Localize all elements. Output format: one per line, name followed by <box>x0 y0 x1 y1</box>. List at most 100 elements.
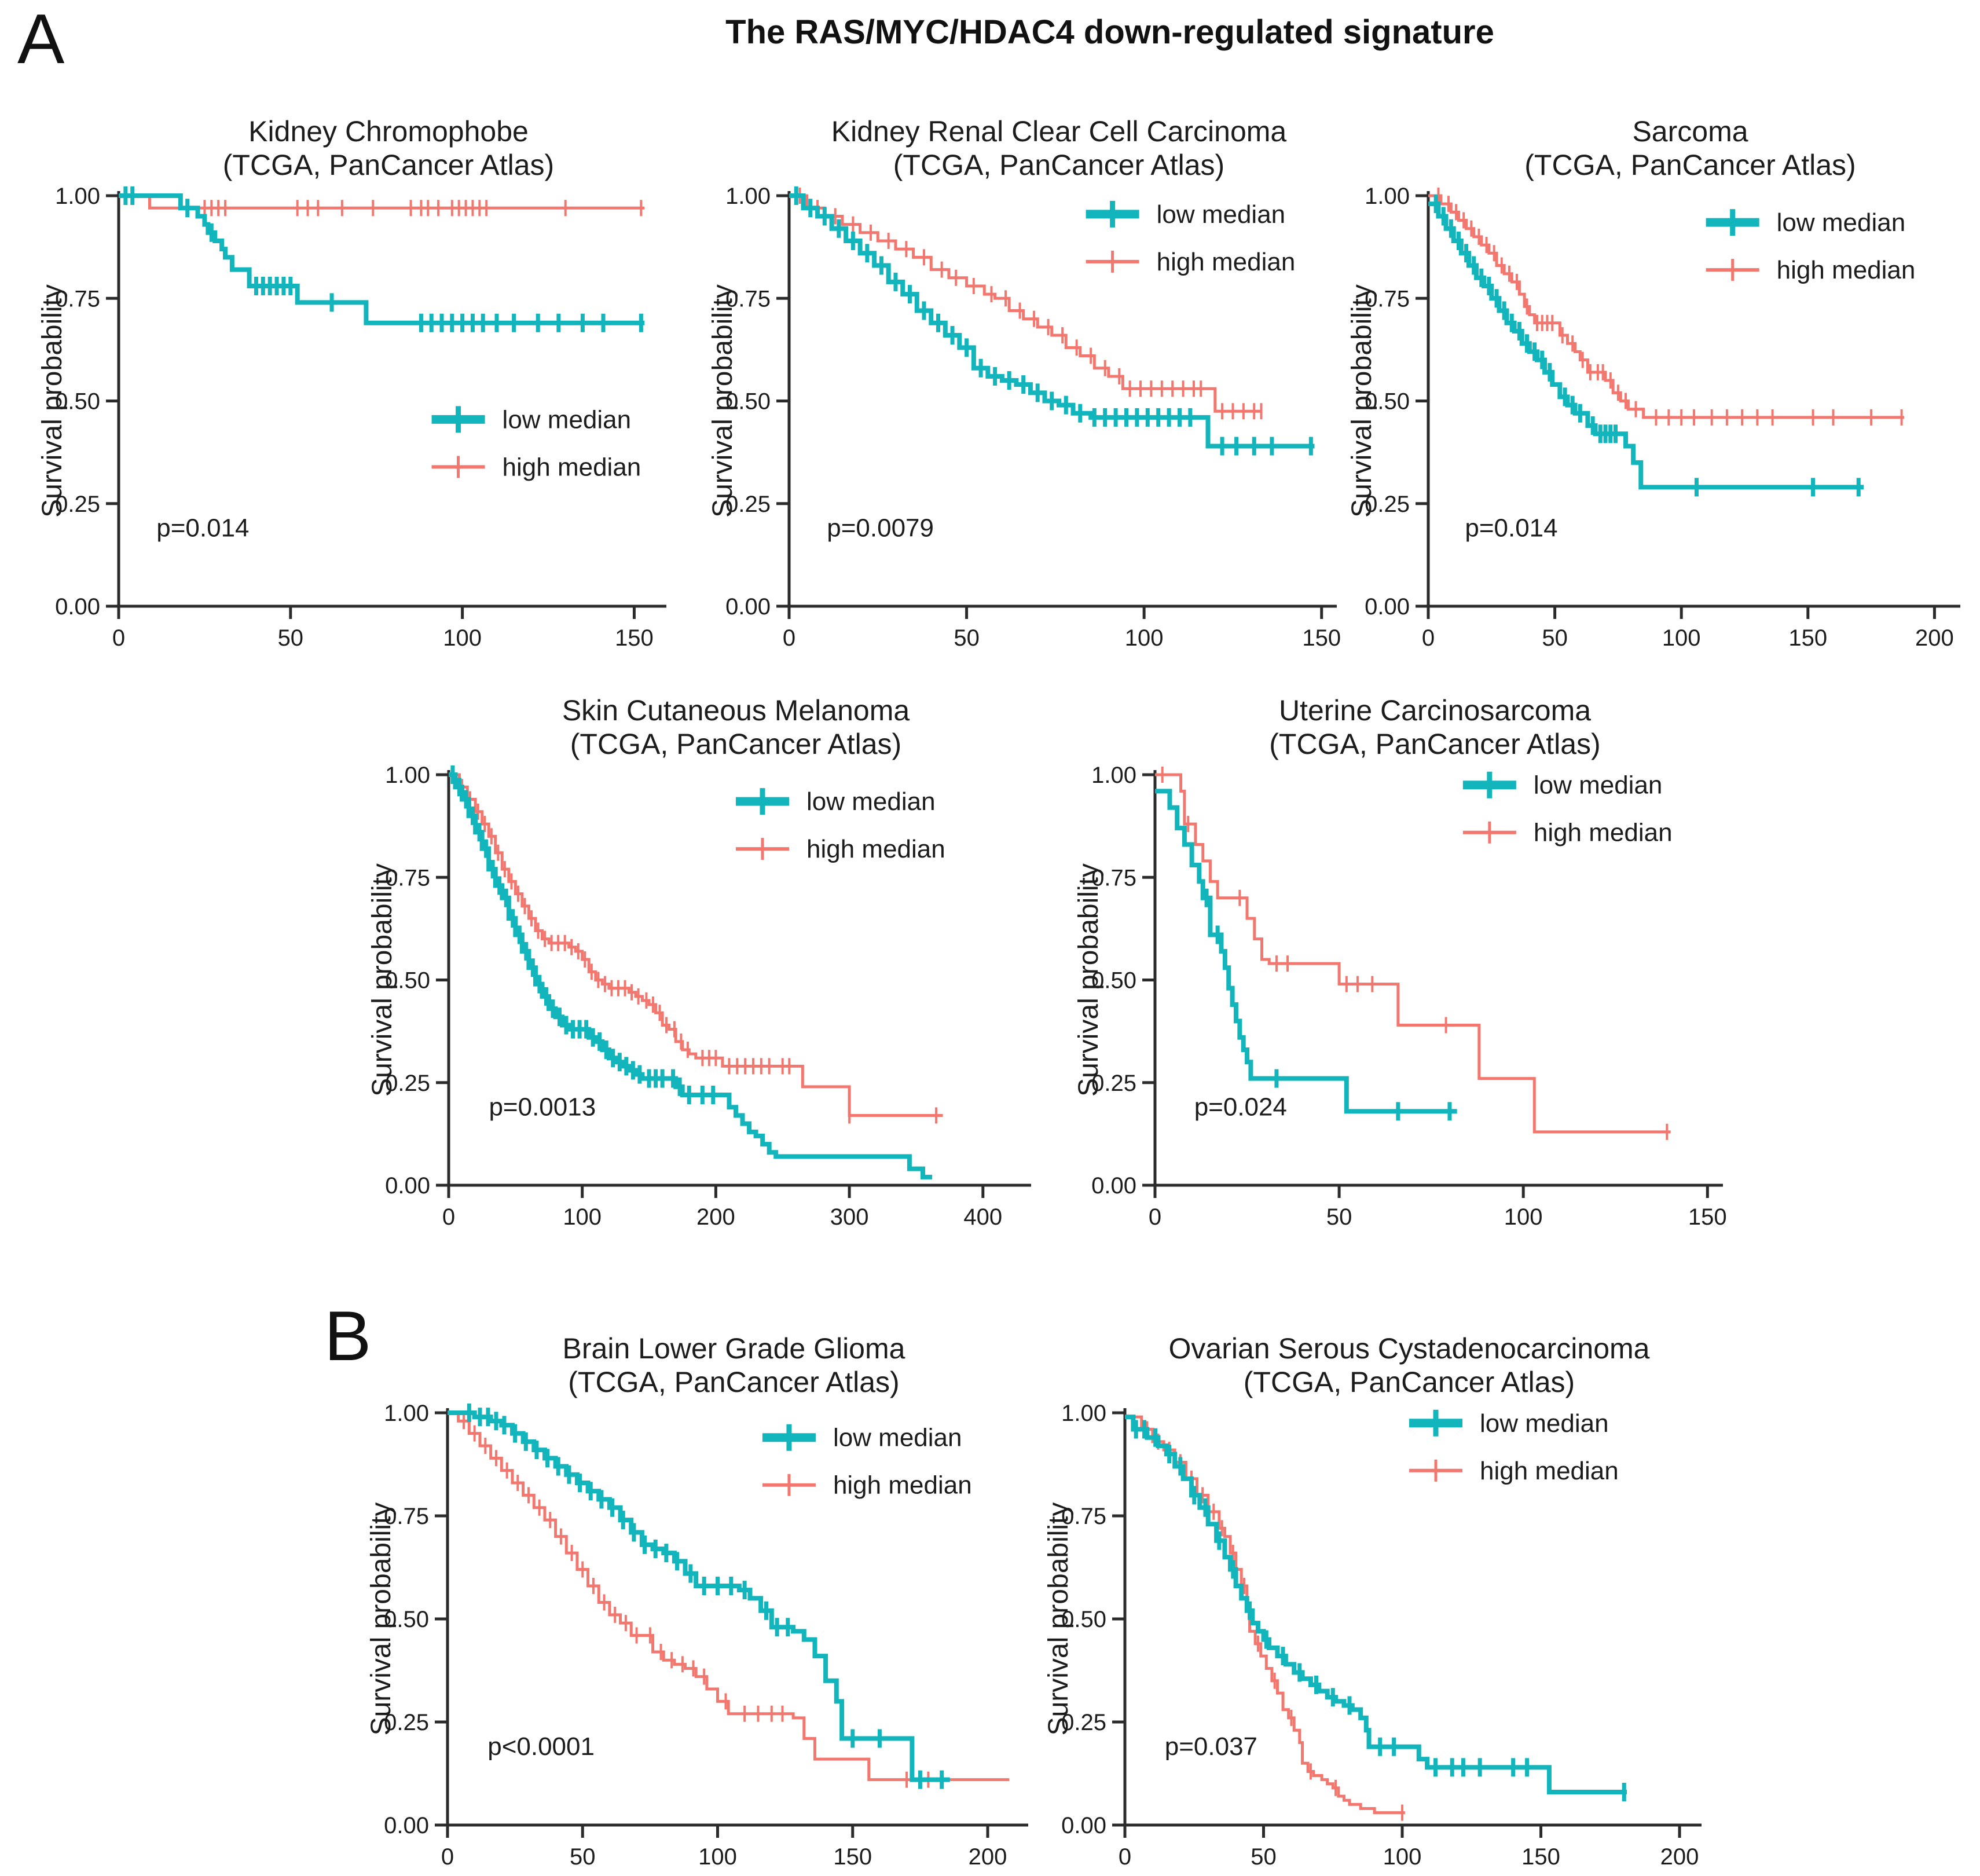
x-tick-label: 50 <box>1326 1204 1352 1230</box>
km-plot-lgg: Brain Lower Grade Glioma(TCGA, PanCancer… <box>366 1332 1028 1870</box>
p-value-label: p<0.0001 <box>487 1732 595 1761</box>
y-tick-label: 0.00 <box>55 594 100 620</box>
x-tick-label: 50 <box>570 1844 596 1870</box>
y-tick-label: 0.75 <box>1091 865 1136 891</box>
section-label-a: A <box>17 0 65 78</box>
km-panel-sarcoma: Sarcoma (TCGA, PanCancer Atlas) Survival p… <box>1344 110 1968 657</box>
legend-label-high: high median <box>1480 1457 1619 1485</box>
km-panel-brain-lower-grade-glioma: Brain Lower Grade Glioma (TCGA, PanCancer… <box>364 1327 1036 1876</box>
y-axis-label: Survival probability <box>1043 1503 1074 1736</box>
survival-curve-low-median <box>1428 201 1864 490</box>
p-value-label: p=0.037 <box>1165 1732 1257 1761</box>
y-axis-label: Survival probability <box>366 1503 397 1736</box>
legend-label-high: high median <box>1157 248 1296 276</box>
legend-label-low: low median <box>1534 771 1663 800</box>
y-tick-label: 0.25 <box>1061 1710 1106 1735</box>
x-tick-label: 200 <box>1660 1844 1699 1870</box>
p-value-label: p=0.014 <box>156 514 249 542</box>
panel-subtitle: (TCGA, PanCancer Atlas) <box>893 149 1224 181</box>
x-tick-label: 0 <box>1119 1844 1131 1870</box>
legend-label-low: low median <box>503 405 632 434</box>
y-tick-label: 1.00 <box>1061 1401 1106 1426</box>
y-axis-label: Survival probability <box>707 284 738 518</box>
panel-subtitle: (TCGA, PanCancer Atlas) <box>570 728 901 760</box>
survival-curve-low-median <box>449 772 933 1179</box>
km-plot-ucs: Uterine Carcinosarcoma(TCGA, PanCancer A… <box>1073 694 1727 1230</box>
p-value-label: p=0.0013 <box>489 1093 596 1121</box>
x-tick-label: 400 <box>963 1204 1002 1230</box>
panel-subtitle: (TCGA, PanCancer Atlas) <box>1244 1366 1575 1398</box>
y-tick-label: 0.75 <box>385 865 430 891</box>
km-panel-kidney-chromophobe: Kidney Chromophobe (TCGA, PanCancer Atlas… <box>35 110 674 657</box>
x-tick-label: 0 <box>783 625 795 651</box>
y-tick-label: 0.50 <box>55 389 100 415</box>
y-axis-label: Survival probability <box>367 863 398 1097</box>
km-plot-sarc: Sarcoma(TCGA, PanCancer Atlas) Survival p… <box>1347 115 1960 651</box>
y-tick-label: 0.00 <box>385 1173 430 1199</box>
survival-curve-low-median <box>448 1410 950 1782</box>
panel-subtitle: (TCGA, PanCancer Atlas) <box>1524 149 1856 181</box>
x-tick-label: 50 <box>1251 1844 1277 1870</box>
panel-title: Kidney Renal Clear Cell Carcinoma <box>831 115 1287 148</box>
y-tick-label: 0.75 <box>725 286 771 312</box>
panel-subtitle: (TCGA, PanCancer Atlas) <box>1269 728 1600 760</box>
y-tick-label: 0.75 <box>384 1504 429 1529</box>
x-tick-label: 50 <box>278 625 304 651</box>
y-tick-label: 0.00 <box>384 1813 429 1838</box>
y-tick-label: 0.00 <box>1091 1173 1136 1199</box>
x-tick-label: 100 <box>443 625 482 651</box>
y-tick-label: 0.25 <box>55 492 100 517</box>
survival-curve-high-median <box>1125 1415 1405 1815</box>
y-tick-label: 0.50 <box>385 968 430 994</box>
y-tick-label: 0.25 <box>385 1071 430 1096</box>
x-tick-label: 0 <box>1422 625 1435 651</box>
panel-title: Skin Cutaneous Melanoma <box>562 694 910 727</box>
y-tick-label: 0.50 <box>1061 1607 1106 1632</box>
y-axis-label: Survival probability <box>1347 284 1377 518</box>
x-tick-label: 200 <box>1915 625 1954 651</box>
x-tick-label: 100 <box>563 1204 602 1230</box>
y-tick-label: 0.25 <box>384 1710 429 1735</box>
legend-label-low: low median <box>833 1424 962 1452</box>
p-value-label: p=0.024 <box>1194 1093 1287 1121</box>
km-panel-ovarian-serous-cystadenocarcinoma: Ovarian Serous Cystadenocarcinoma (TCGA, … <box>1041 1327 1710 1876</box>
y-tick-label: 1.00 <box>384 1401 429 1426</box>
legend-label-low: low median <box>1777 208 1906 237</box>
x-tick-label: 150 <box>1302 625 1341 651</box>
panel-title: Ovarian Serous Cystadenocarcinoma <box>1169 1332 1650 1365</box>
x-tick-label: 0 <box>1149 1204 1161 1230</box>
y-tick-label: 0.50 <box>384 1607 429 1632</box>
y-tick-label: 0.00 <box>725 594 771 620</box>
survival-curve-low-median <box>119 193 645 325</box>
y-tick-label: 0.50 <box>1365 389 1410 415</box>
legend-label-low: low median <box>1480 1409 1609 1438</box>
x-tick-label: 0 <box>112 625 125 651</box>
km-panel-uterine-carcinosarcoma: Uterine Carcinosarcoma (TCGA, PanCancer A… <box>1071 689 1731 1236</box>
y-tick-label: 0.25 <box>725 492 771 517</box>
km-plot-ov: Ovarian Serous Cystadenocarcinoma(TCGA, … <box>1043 1332 1702 1870</box>
x-tick-label: 100 <box>698 1844 737 1870</box>
x-tick-label: 100 <box>1662 625 1701 651</box>
km-panel-skin-cutaneous-melanoma: Skin Cutaneous Melanoma (TCGA, PanCancer … <box>365 689 1039 1236</box>
x-tick-label: 150 <box>1521 1844 1560 1870</box>
x-tick-label: 150 <box>615 625 654 651</box>
legend-label-high: high median <box>1777 256 1916 284</box>
y-axis-label: Survival probability <box>1073 863 1104 1097</box>
x-tick-label: 150 <box>1688 1204 1727 1230</box>
y-tick-label: 0.75 <box>1061 1504 1106 1529</box>
x-tick-label: 100 <box>1125 625 1164 651</box>
x-tick-label: 0 <box>442 1204 455 1230</box>
km-plot-kich: Kidney Chromophobe(TCGA, PanCancer Atlas… <box>37 115 666 651</box>
y-tick-label: 0.25 <box>1365 492 1410 517</box>
x-tick-label: 50 <box>1542 625 1568 651</box>
legend-label-high: high median <box>1534 819 1673 847</box>
figure-title: The RAS/MYC/HDAC4 down-regulated signatu… <box>725 13 1494 51</box>
y-tick-label: 1.00 <box>1091 763 1136 788</box>
x-tick-label: 100 <box>1504 1204 1543 1230</box>
x-tick-label: 200 <box>696 1204 735 1230</box>
section-label-b: B <box>324 1296 372 1375</box>
x-tick-label: 150 <box>833 1844 872 1870</box>
y-tick-label: 0.75 <box>1365 286 1410 312</box>
y-tick-label: 1.00 <box>1365 184 1410 209</box>
